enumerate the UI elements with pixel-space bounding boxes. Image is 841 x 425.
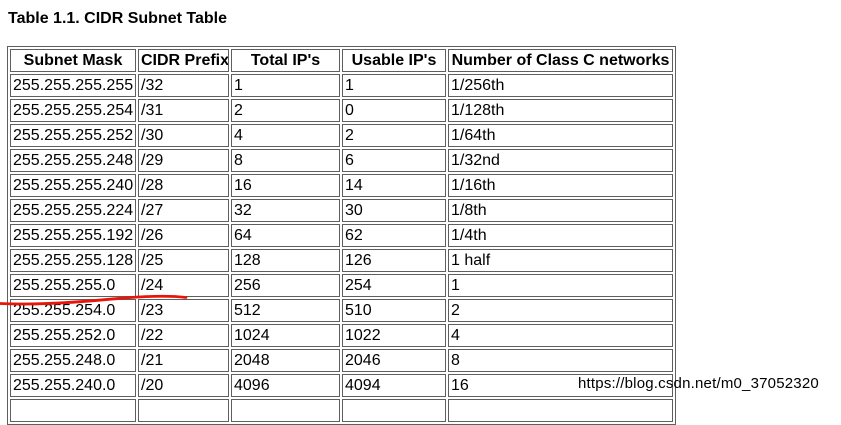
table-cell: 4	[448, 324, 673, 347]
table-cell: 8	[231, 149, 340, 172]
table-cell: /27	[138, 199, 229, 222]
table-cell: 255.255.252.0	[10, 324, 136, 347]
table-cell: 16	[231, 174, 340, 197]
table-cell: 6	[342, 149, 446, 172]
table-cell: 2	[342, 124, 446, 147]
table-cell: 255.255.255.192	[10, 224, 136, 247]
table-row: 255.255.255.0/24 256 254 1	[10, 274, 673, 297]
table-cell: 32	[231, 199, 340, 222]
table-cell: 64	[231, 224, 340, 247]
table-cell: /26	[138, 224, 229, 247]
table-row: 255.255.255.240/28 16 14 1/16th	[10, 174, 673, 197]
table-row: 255.255.255.192/26 64 62 1/4th	[10, 224, 673, 247]
partial-clipped-row	[10, 399, 673, 422]
table-cell: 16	[448, 374, 673, 397]
table-cell: 255.255.255.255	[10, 74, 136, 97]
table-cell	[10, 399, 136, 422]
table-cell: /23	[138, 299, 229, 322]
table-cell: 255.255.255.224	[10, 199, 136, 222]
table-cell: 30	[342, 199, 446, 222]
table-row: 255.255.255.252/30 4 2 1/64th	[10, 124, 673, 147]
table-cell: 1	[231, 74, 340, 97]
table-cell: /31	[138, 99, 229, 122]
table-cell: 4096	[231, 374, 340, 397]
table-row: 255.255.254.0/23 512 510 2	[10, 299, 673, 322]
column-header: Total IP's	[231, 49, 340, 72]
table-cell: 1/256th	[448, 74, 673, 97]
table-cell: 512	[231, 299, 340, 322]
table-cell: 255.255.248.0	[10, 349, 136, 372]
table-cell: 255.255.255.128	[10, 249, 136, 272]
table-row: 255.255.255.255/32 1 1 1/256th	[10, 74, 673, 97]
table-cell: /29	[138, 149, 229, 172]
table-cell: 2046	[342, 349, 446, 372]
table-cell	[342, 399, 446, 422]
column-header: Usable IP's	[342, 49, 446, 72]
table-cell: 2048	[231, 349, 340, 372]
table-row: 255.255.255.128/25 128 126 1 half	[10, 249, 673, 272]
column-header: Number of Class C networks	[448, 49, 673, 72]
table-cell: 255.255.255.254	[10, 99, 136, 122]
table-cell	[231, 399, 340, 422]
table-cell: 1022	[342, 324, 446, 347]
table-cell: 2	[231, 99, 340, 122]
table-cell: 4	[231, 124, 340, 147]
column-header: Subnet Mask	[10, 49, 136, 72]
table-row: 255.255.255.224/27 32 30 1/8th	[10, 199, 673, 222]
table-title: Table 1.1. CIDR Subnet Table	[8, 10, 227, 27]
table-cell: 126	[342, 249, 446, 272]
table-cell: /20	[138, 374, 229, 397]
table-cell: /32	[138, 74, 229, 97]
table-cell: 255.255.255.240	[10, 174, 136, 197]
table-cell: 256	[231, 274, 340, 297]
table-cell: /25	[138, 249, 229, 272]
table-cell: 4094	[342, 374, 446, 397]
table-cell: 1/4th	[448, 224, 673, 247]
table-row: 255.255.248.0/21 2048 2046 8	[10, 349, 673, 372]
table-cell: /21	[138, 349, 229, 372]
table-cell: /30	[138, 124, 229, 147]
table-cell: 254	[342, 274, 446, 297]
table-cell: 1/8th	[448, 199, 673, 222]
table-cell: 62	[342, 224, 446, 247]
table-cell: 510	[342, 299, 446, 322]
table-cell: 14	[342, 174, 446, 197]
table-cell: 8	[448, 349, 673, 372]
table-cell: 255.255.255.248	[10, 149, 136, 172]
table-cell: /22	[138, 324, 229, 347]
table-cell: /28	[138, 174, 229, 197]
table-row: 255.255.255.254/31 2 0 1/128th	[10, 99, 673, 122]
table-cell	[448, 399, 673, 422]
table-row: 255.255.255.248/29 8 6 1/32nd	[10, 149, 673, 172]
table-header-row: Subnet Mask CIDR Prefix Total IP's Usable I…	[10, 49, 673, 72]
watermark: https://blog.csdn.net/m0_37052320	[578, 375, 819, 392]
table-cell: 1/32nd	[448, 149, 673, 172]
table-cell: 1 half	[448, 249, 673, 272]
table-cell	[138, 399, 229, 422]
table-cell: 1/64th	[448, 124, 673, 147]
table-cell: 1	[342, 74, 446, 97]
page: { "title": "Table 1.1. CIDR Subnet Table…	[0, 10, 819, 425]
table-cell: 2	[448, 299, 673, 322]
table-cell: 1	[448, 274, 673, 297]
table-cell: 128	[231, 249, 340, 272]
table-cell: /24	[138, 274, 229, 297]
column-header: CIDR Prefix	[138, 49, 229, 72]
table-row: 255.255.252.0/22 1024 1022 4	[10, 324, 673, 347]
table-cell: 1/16th	[448, 174, 673, 197]
table-cell: 255.255.240.0	[10, 374, 136, 397]
table-row: 255.255.240.0/20 4096 4094 16	[10, 374, 673, 397]
table-cell: 1024	[231, 324, 340, 347]
table-cell: 255.255.255.0	[10, 274, 136, 297]
table-cell: 255.255.255.252	[10, 124, 136, 147]
table-cell: 0	[342, 99, 446, 122]
table-cell: 1/128th	[448, 99, 673, 122]
cidr-subnet-table: Subnet Mask CIDR Prefix Total IP's Usable I…	[7, 46, 676, 425]
table-cell: 255.255.254.0	[10, 299, 136, 322]
